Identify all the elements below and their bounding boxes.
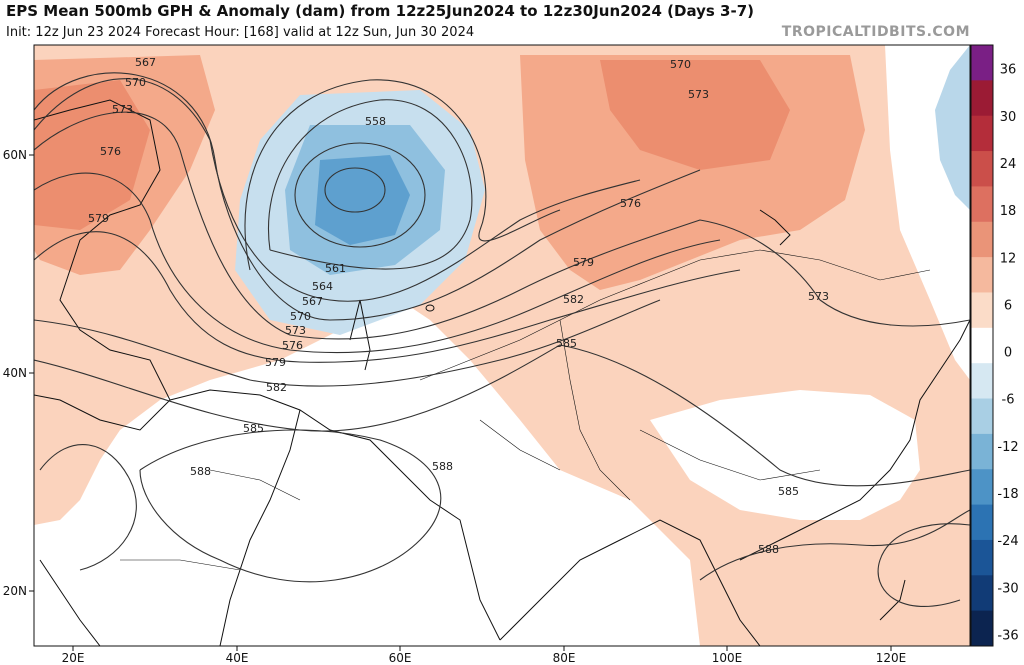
height-contours <box>34 72 970 607</box>
colorbar-segment <box>971 151 993 187</box>
contour-558 <box>294 142 426 248</box>
colorbar-segment <box>971 292 993 329</box>
colorbar-tick-label: 18 <box>1000 204 1017 219</box>
colorbar-segment <box>971 221 993 258</box>
contour-label: 582 <box>266 381 287 394</box>
colorbar-tick-label: -36 <box>997 628 1018 643</box>
contour-label: 576 <box>100 145 121 158</box>
anomaly-neutral-china <box>650 390 920 520</box>
contour-579 <box>34 231 741 363</box>
colorbar-segment <box>971 398 993 435</box>
colorbar-segment <box>971 45 993 81</box>
colorbar-segment <box>971 186 993 223</box>
longitude-axis: 20E 40E 60E 80E 100E 120E <box>62 646 907 665</box>
contour-label: 588 <box>190 465 211 478</box>
contour-label: 579 <box>573 256 594 269</box>
colorbar-segment <box>971 80 993 117</box>
contour-588 <box>139 429 442 583</box>
colorbar-segment <box>971 257 993 293</box>
contour-567 <box>34 78 641 302</box>
colorbar-tick-label: 6 <box>1004 298 1012 313</box>
lat-label: 20N <box>3 584 27 598</box>
lat-label: 40N <box>3 366 27 380</box>
contour-label: 573 <box>112 103 133 116</box>
brand-watermark: TROPICALTIDBITS.COM <box>781 24 970 40</box>
colorbar-segment <box>971 115 993 152</box>
contour-label: 558 <box>365 115 386 128</box>
colorbar-tick-label: 36 <box>1000 63 1017 78</box>
colorbar-segment <box>971 539 993 576</box>
colorbar-segment <box>971 363 993 400</box>
map-frame <box>33 44 971 647</box>
colorbar-segment <box>971 504 993 541</box>
anomaly-negative-east <box>935 45 970 210</box>
colorbar-segment <box>971 469 993 506</box>
colorbar-tick-label: -6 <box>1002 393 1015 408</box>
chart-subtitle: Init: 12z Jun 23 2024 Forecast Hour: [16… <box>6 25 475 40</box>
contour-561 <box>268 99 473 270</box>
contour-label: 585 <box>556 337 577 350</box>
contour-east-high <box>877 523 970 607</box>
contour-576 <box>34 172 721 354</box>
contour-573 <box>34 111 970 340</box>
contour-label: 573 <box>808 290 829 303</box>
contour-label: 585 <box>778 485 799 498</box>
contour-labels: 567 570 573 576 579 558 561 564 567 570 … <box>88 56 829 556</box>
colorbar-segment <box>971 327 993 364</box>
contour-label: 564 <box>312 280 333 293</box>
colorbar-segment <box>971 433 993 470</box>
colorbar-tick-label: 24 <box>1000 157 1017 172</box>
contour-label: 588 <box>432 460 453 473</box>
colorbar-tick-label: -12 <box>997 440 1018 455</box>
anomaly-positive-18-east <box>600 60 790 170</box>
contour-label: 573 <box>688 88 709 101</box>
contour-label: 576 <box>620 197 641 210</box>
lon-label: 80E <box>553 651 576 665</box>
contour-label: 576 <box>282 339 303 352</box>
anomaly-field: 567 570 573 576 579 558 561 564 567 570 … <box>34 45 970 646</box>
latitude-axis: 60N 40N 20N <box>3 148 34 598</box>
contour-591 <box>39 444 137 571</box>
lon-label: 60E <box>389 651 412 665</box>
chart-title: EPS Mean 500mb GPH & Anomaly (dam) from … <box>6 2 754 20</box>
contour-570 <box>34 72 701 321</box>
colorbar-segment <box>971 575 993 612</box>
colorbar-frame <box>970 44 994 647</box>
colorbar-tick-label: 0 <box>1004 346 1012 361</box>
contour-label: 570 <box>125 76 146 89</box>
lon-label: 40E <box>226 651 249 665</box>
contour-label: 585 <box>243 422 264 435</box>
colorbar-tick-label: -30 <box>997 581 1018 596</box>
anomaly-neutral-zone <box>100 380 610 646</box>
anomaly-positive-18-west <box>34 80 150 230</box>
lat-label: 60N <box>3 148 27 162</box>
contour-label: 561 <box>325 262 346 275</box>
colorbar-tick-label: -18 <box>997 487 1018 502</box>
contour-label: 567 <box>135 56 156 69</box>
contour-label: 573 <box>285 324 306 337</box>
contour-555 <box>324 167 386 213</box>
contour-label: 567 <box>302 295 323 308</box>
contour-label: 570 <box>290 310 311 323</box>
anomaly-negative-18 <box>315 155 410 245</box>
contour-label: 588 <box>758 543 779 556</box>
contour-label: 582 <box>563 293 584 306</box>
colorbar-tick-label: 30 <box>1000 110 1017 125</box>
contour-label: 579 <box>88 212 109 225</box>
colorbar: 36 30 24 18 12 6 0 -6 -12 -18 -24 -30 -36 <box>970 44 1019 647</box>
contour-label: 579 <box>265 356 286 369</box>
contour-label: 570 <box>670 58 691 71</box>
contour-582 <box>34 299 661 387</box>
colorbar-segment <box>971 610 993 647</box>
contour-588-east <box>699 509 970 581</box>
colorbar-tick-label: 12 <box>1000 251 1017 266</box>
lon-label: 100E <box>712 651 743 665</box>
lon-label: 20E <box>62 651 85 665</box>
lon-label: 120E <box>876 651 907 665</box>
colorbar-tick-label: -24 <box>997 534 1018 549</box>
contour-585 <box>34 344 970 487</box>
